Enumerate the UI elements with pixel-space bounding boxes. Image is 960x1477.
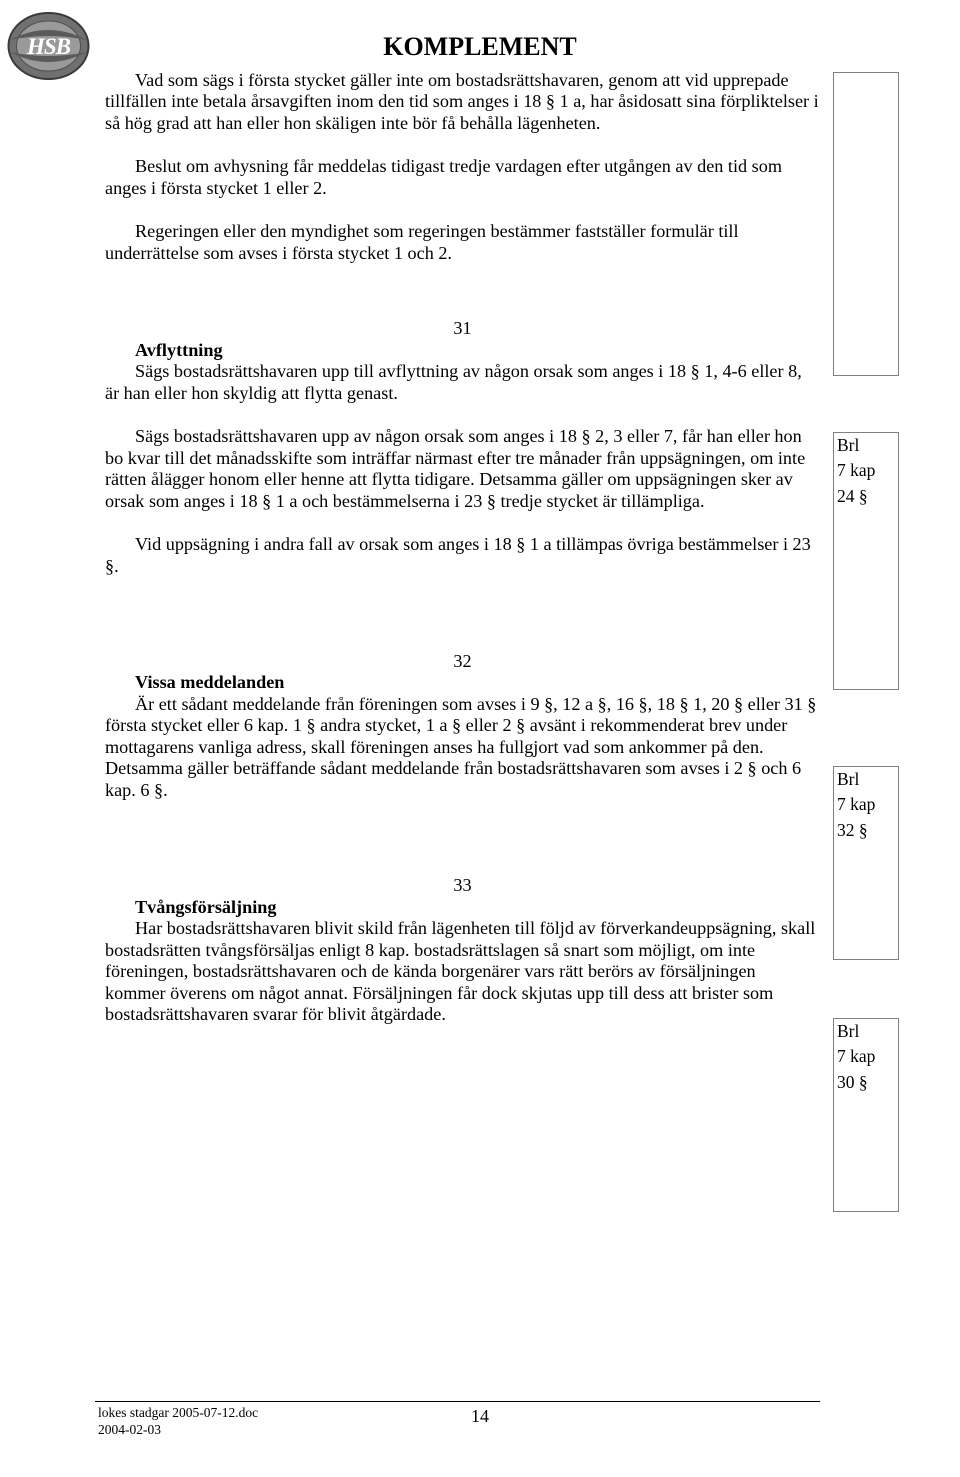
law-ref-line: 7 kap	[834, 792, 898, 817]
page-number: 14	[0, 1406, 960, 1427]
paragraph: Har bostadsrättshavaren blivit skild frå…	[105, 918, 820, 1025]
paragraph: Vad som sägs i första stycket gäller int…	[105, 70, 820, 134]
law-ref-line: 32 §	[834, 818, 898, 843]
paragraph: Vid uppsägning i andra fall av orsak som…	[105, 534, 820, 577]
law-reference-box: Brl 7 kap 24 §	[833, 432, 899, 690]
law-ref-line: Brl	[834, 433, 898, 458]
law-ref-line: 24 §	[834, 484, 898, 509]
paragraph: Är ett sådant meddelande från föreningen…	[105, 694, 820, 801]
law-ref-line: Brl	[834, 767, 898, 792]
section-number: 31	[105, 318, 820, 339]
section-heading: Avflyttning	[105, 340, 820, 361]
law-ref-line: Brl	[834, 1019, 898, 1044]
section-heading: Tvångsförsäljning	[105, 897, 820, 918]
page-title: KOMPLEMENT	[0, 32, 960, 62]
section-number: 33	[105, 875, 820, 896]
footer-divider	[95, 1401, 820, 1402]
law-ref-line	[834, 81, 898, 85]
paragraph: Beslut om avhysning får meddelas tidigas…	[105, 156, 820, 199]
document-body: Vad som sägs i första stycket gäller int…	[105, 70, 820, 1048]
section-number: 32	[105, 651, 820, 672]
paragraph: Regeringen eller den myndighet som reger…	[105, 221, 820, 264]
paragraph: Sägs bostadsrättshavaren upp av någon or…	[105, 426, 820, 512]
law-reference-box	[833, 72, 899, 376]
law-ref-line: 7 kap	[834, 1044, 898, 1069]
section-heading: Vissa meddelanden	[105, 672, 820, 693]
law-ref-line: 30 §	[834, 1070, 898, 1095]
document-page: HSB KOMPLEMENT Vad som sägs i första sty…	[0, 0, 960, 1477]
paragraph: Sägs bostadsrättshavaren upp till avflyt…	[105, 361, 820, 404]
law-ref-line: 7 kap	[834, 458, 898, 483]
law-reference-box: Brl 7 kap 30 §	[833, 1018, 899, 1212]
law-reference-box: Brl 7 kap 32 §	[833, 766, 899, 960]
